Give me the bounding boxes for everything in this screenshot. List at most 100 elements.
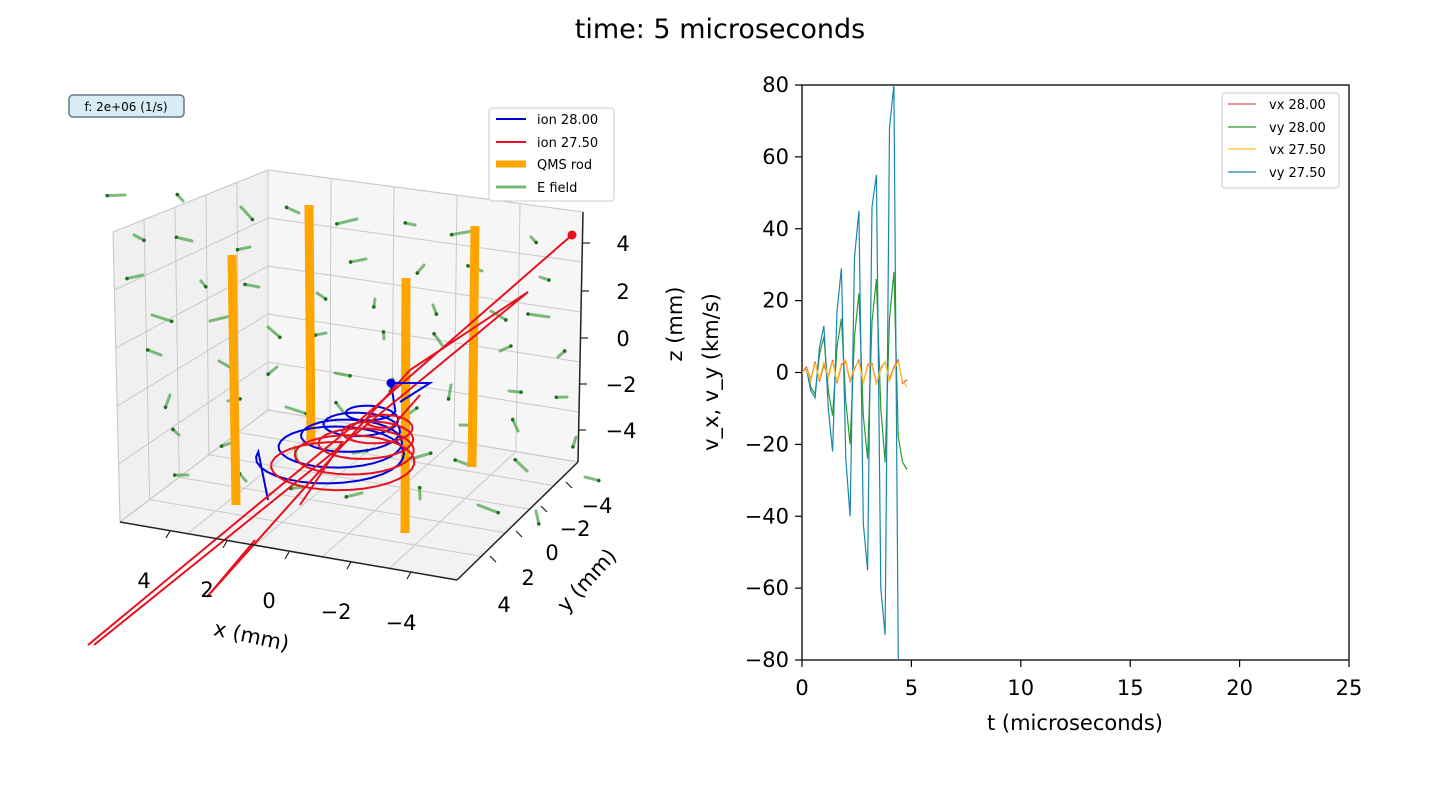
ion-trajectory-27-5 <box>270 394 421 506</box>
e-field-arrow <box>432 332 444 347</box>
e-field-arrow-head <box>323 297 328 301</box>
e-field-arrow-head <box>348 260 353 264</box>
e-field-arrow-head <box>243 282 247 287</box>
ion-trajectories <box>87 230 577 646</box>
e-field-arrow-head <box>266 372 270 376</box>
e-field-arrow-head <box>510 417 515 422</box>
e-field-arrow <box>511 418 520 433</box>
e-field-arrow <box>289 485 306 490</box>
y-tick-label: 0 <box>545 541 558 565</box>
z-axis-line <box>577 211 584 463</box>
legend-velocity: vx 28.00 vy 28.00 vx 27.50 vy 27.50 <box>1221 92 1340 189</box>
x-ticks: 0 5 10 15 20 25 <box>795 660 1362 700</box>
svg-text:ion 27.50: ion 27.50 <box>537 136 598 151</box>
legend-3d: ion 28.00 ion 27.50 QMS rod E field <box>488 107 615 202</box>
e-field-arrow-head <box>534 240 538 245</box>
z-tick-label: 4 <box>616 232 629 256</box>
e-field-arrow <box>217 359 233 370</box>
svg-text:vy 28.00: vy 28.00 <box>1269 121 1326 136</box>
e-field-arrow <box>335 217 359 226</box>
legend-item: vy 28.00 <box>1228 121 1326 136</box>
grid-line <box>267 313 581 363</box>
svg-text:QMS rod: QMS rod <box>537 158 592 173</box>
grid-line <box>119 409 269 523</box>
e-field-arrow-head <box>571 445 575 449</box>
e-field-arrow-head <box>284 205 289 210</box>
x-tick-label: 15 <box>1117 676 1144 700</box>
series-line <box>802 85 899 660</box>
y-ticks: −4 −2 0 2 4 <box>489 481 613 617</box>
e-field-arrow <box>453 458 471 467</box>
e-field-arrow-head <box>536 522 541 526</box>
z-ticks: 4 2 0 −2 −4 <box>578 232 636 443</box>
grid-line <box>321 440 455 558</box>
x-tick-label: 10 <box>1007 676 1034 700</box>
e-field-arrow <box>476 503 500 515</box>
y-axis-label: v_x, v_y (km/s) <box>699 293 724 451</box>
grid-line <box>143 219 151 500</box>
e-field-arrow <box>164 393 172 409</box>
e-field-arrow-head <box>446 397 451 401</box>
grid-line <box>115 265 269 349</box>
legend-item: vx 28.00 <box>1228 98 1326 113</box>
e-field-arrow-head <box>344 495 349 499</box>
e-field-arrow <box>447 383 453 401</box>
grid-line <box>389 451 517 569</box>
e-field-arrow <box>150 313 174 323</box>
legend-item: E field <box>496 181 577 196</box>
e-field-arrow-head <box>434 312 439 316</box>
series-line <box>802 271 908 470</box>
grid-line <box>112 231 121 523</box>
e-field-arrow <box>105 193 127 198</box>
velocity-series <box>802 85 908 660</box>
y-ticks: 80 60 40 20 0 −20 −40 −60 −80 <box>745 73 802 672</box>
e-field-arrow <box>243 282 261 289</box>
x-tick-label: 4 <box>137 569 150 593</box>
qms-rod <box>400 277 411 534</box>
x-tick-label: 20 <box>1226 676 1253 700</box>
grid-line <box>208 454 530 510</box>
e-field-arrow-head <box>219 444 224 448</box>
e-field-arrow-head <box>403 221 408 225</box>
y-tick-label: 80 <box>762 73 789 97</box>
e-field-arrow-head <box>348 373 352 378</box>
qms-rod <box>467 225 480 468</box>
e-field-arrow-head <box>125 276 129 281</box>
grid-line <box>453 195 458 442</box>
e-field-arrow-head <box>562 349 567 353</box>
e-field-arrow <box>349 257 368 264</box>
svg-text:f: 2e+06 (1/s): f: 2e+06 (1/s) <box>84 100 167 114</box>
legend-item: ion 28.00 <box>496 113 598 128</box>
ion-trajectory-27-5 <box>93 291 529 646</box>
legend-item: vx 27.50 <box>1228 143 1326 158</box>
e-field-arrow <box>236 245 252 252</box>
grid-line <box>174 207 180 478</box>
x-tick-label: 5 <box>905 676 918 700</box>
e-field-arrow-head <box>547 278 551 282</box>
e-field-arrow <box>239 205 254 222</box>
ion-trajectory-27-5 <box>206 291 529 598</box>
e-field-arrow-head <box>381 330 386 334</box>
ion-trajectory-28 <box>391 382 434 403</box>
e-field-arrow <box>513 458 529 473</box>
x-axis-label: x (mm) <box>212 616 292 655</box>
grid-line <box>118 361 269 465</box>
e-field-arrow-head <box>519 390 523 394</box>
y-tick-label: 40 <box>762 217 789 241</box>
x-tick-label: 2 <box>200 578 213 602</box>
y-tick-label: −4 <box>582 494 613 518</box>
e-field-arrow-head <box>278 335 282 340</box>
grid-line <box>116 313 269 407</box>
grid-line <box>205 194 210 455</box>
grid-line <box>114 217 269 291</box>
e-field-arrow-head <box>428 451 433 455</box>
x-tick-label: −2 <box>321 600 352 624</box>
e-field-arrow-head <box>554 395 559 400</box>
grid-line <box>187 420 331 534</box>
e-field-arrow-head <box>235 247 240 252</box>
grid-line <box>267 265 582 313</box>
e-field-arrow <box>266 325 282 339</box>
ion-27-5-marker <box>567 230 577 240</box>
e-field-arrow-head <box>466 264 470 268</box>
x-tick-label: 25 <box>1336 676 1363 700</box>
